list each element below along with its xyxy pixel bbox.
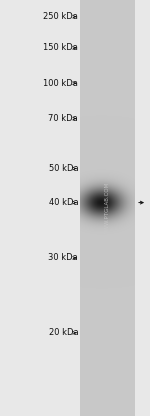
Text: 150 kDa: 150 kDa (43, 43, 78, 52)
Text: 40 kDa: 40 kDa (49, 198, 78, 207)
Bar (80, 0, 134, 416)
Text: 250 kDa: 250 kDa (43, 12, 78, 21)
Text: WWW.PTGLAB.COM: WWW.PTGLAB.COM (105, 181, 110, 235)
Text: 70 kDa: 70 kDa (48, 114, 78, 123)
Text: 20 kDa: 20 kDa (49, 328, 78, 337)
Text: 100 kDa: 100 kDa (43, 79, 78, 88)
Text: 30 kDa: 30 kDa (48, 253, 78, 262)
Text: 50 kDa: 50 kDa (49, 164, 78, 173)
